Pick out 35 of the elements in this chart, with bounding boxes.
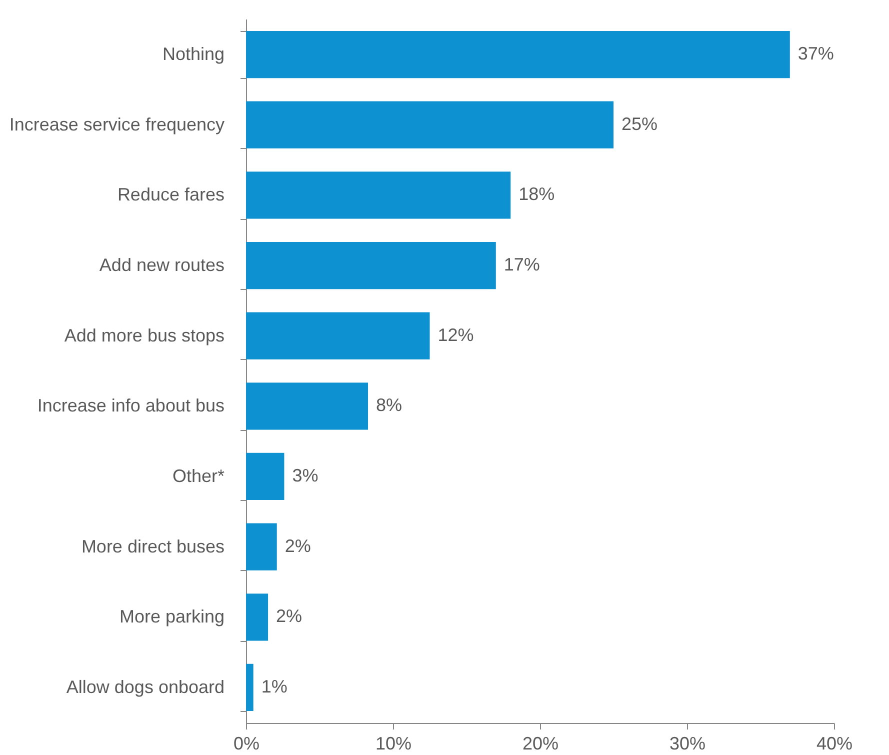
data-label: 12% bbox=[438, 324, 474, 345]
x-tick-label: 10% bbox=[375, 734, 412, 754]
bar bbox=[246, 594, 268, 641]
bar bbox=[246, 312, 430, 360]
y-tick-label: Other* bbox=[172, 466, 224, 486]
bar bbox=[246, 382, 368, 430]
y-tick-label: Increase service frequency bbox=[9, 114, 224, 134]
y-tick-label: Add more bus stops bbox=[64, 325, 224, 346]
data-label: 37% bbox=[798, 44, 834, 64]
y-tick-label: More direct buses bbox=[81, 536, 224, 556]
data-label: 2% bbox=[276, 606, 302, 626]
y-tick-label: Nothing bbox=[162, 44, 224, 64]
data-label: 17% bbox=[504, 254, 540, 275]
x-tick-label: 30% bbox=[669, 734, 706, 754]
bar bbox=[246, 452, 284, 500]
bar bbox=[246, 30, 790, 78]
x-tick-label: 0% bbox=[233, 734, 260, 754]
data-label: 1% bbox=[261, 676, 288, 696]
bar bbox=[246, 523, 277, 570]
bar bbox=[246, 172, 511, 219]
bar bbox=[246, 664, 254, 712]
y-tick-label: More parking bbox=[119, 606, 224, 627]
x-tick-label: 20% bbox=[522, 734, 559, 754]
data-label: 18% bbox=[518, 184, 555, 204]
y-tick-label: Add new routes bbox=[99, 255, 224, 276]
data-label: 2% bbox=[284, 536, 311, 556]
data-label: 3% bbox=[292, 465, 318, 486]
data-label: 25% bbox=[622, 114, 658, 134]
data-label: 8% bbox=[376, 395, 402, 416]
y-tick-label: Allow dogs onboard bbox=[66, 676, 224, 697]
y-tick-label: Reduce fares bbox=[117, 184, 224, 205]
x-tick-label: 40% bbox=[816, 734, 853, 754]
bar bbox=[246, 242, 496, 290]
y-tick-label: Increase info about bus bbox=[37, 396, 224, 416]
bar bbox=[246, 101, 614, 148]
